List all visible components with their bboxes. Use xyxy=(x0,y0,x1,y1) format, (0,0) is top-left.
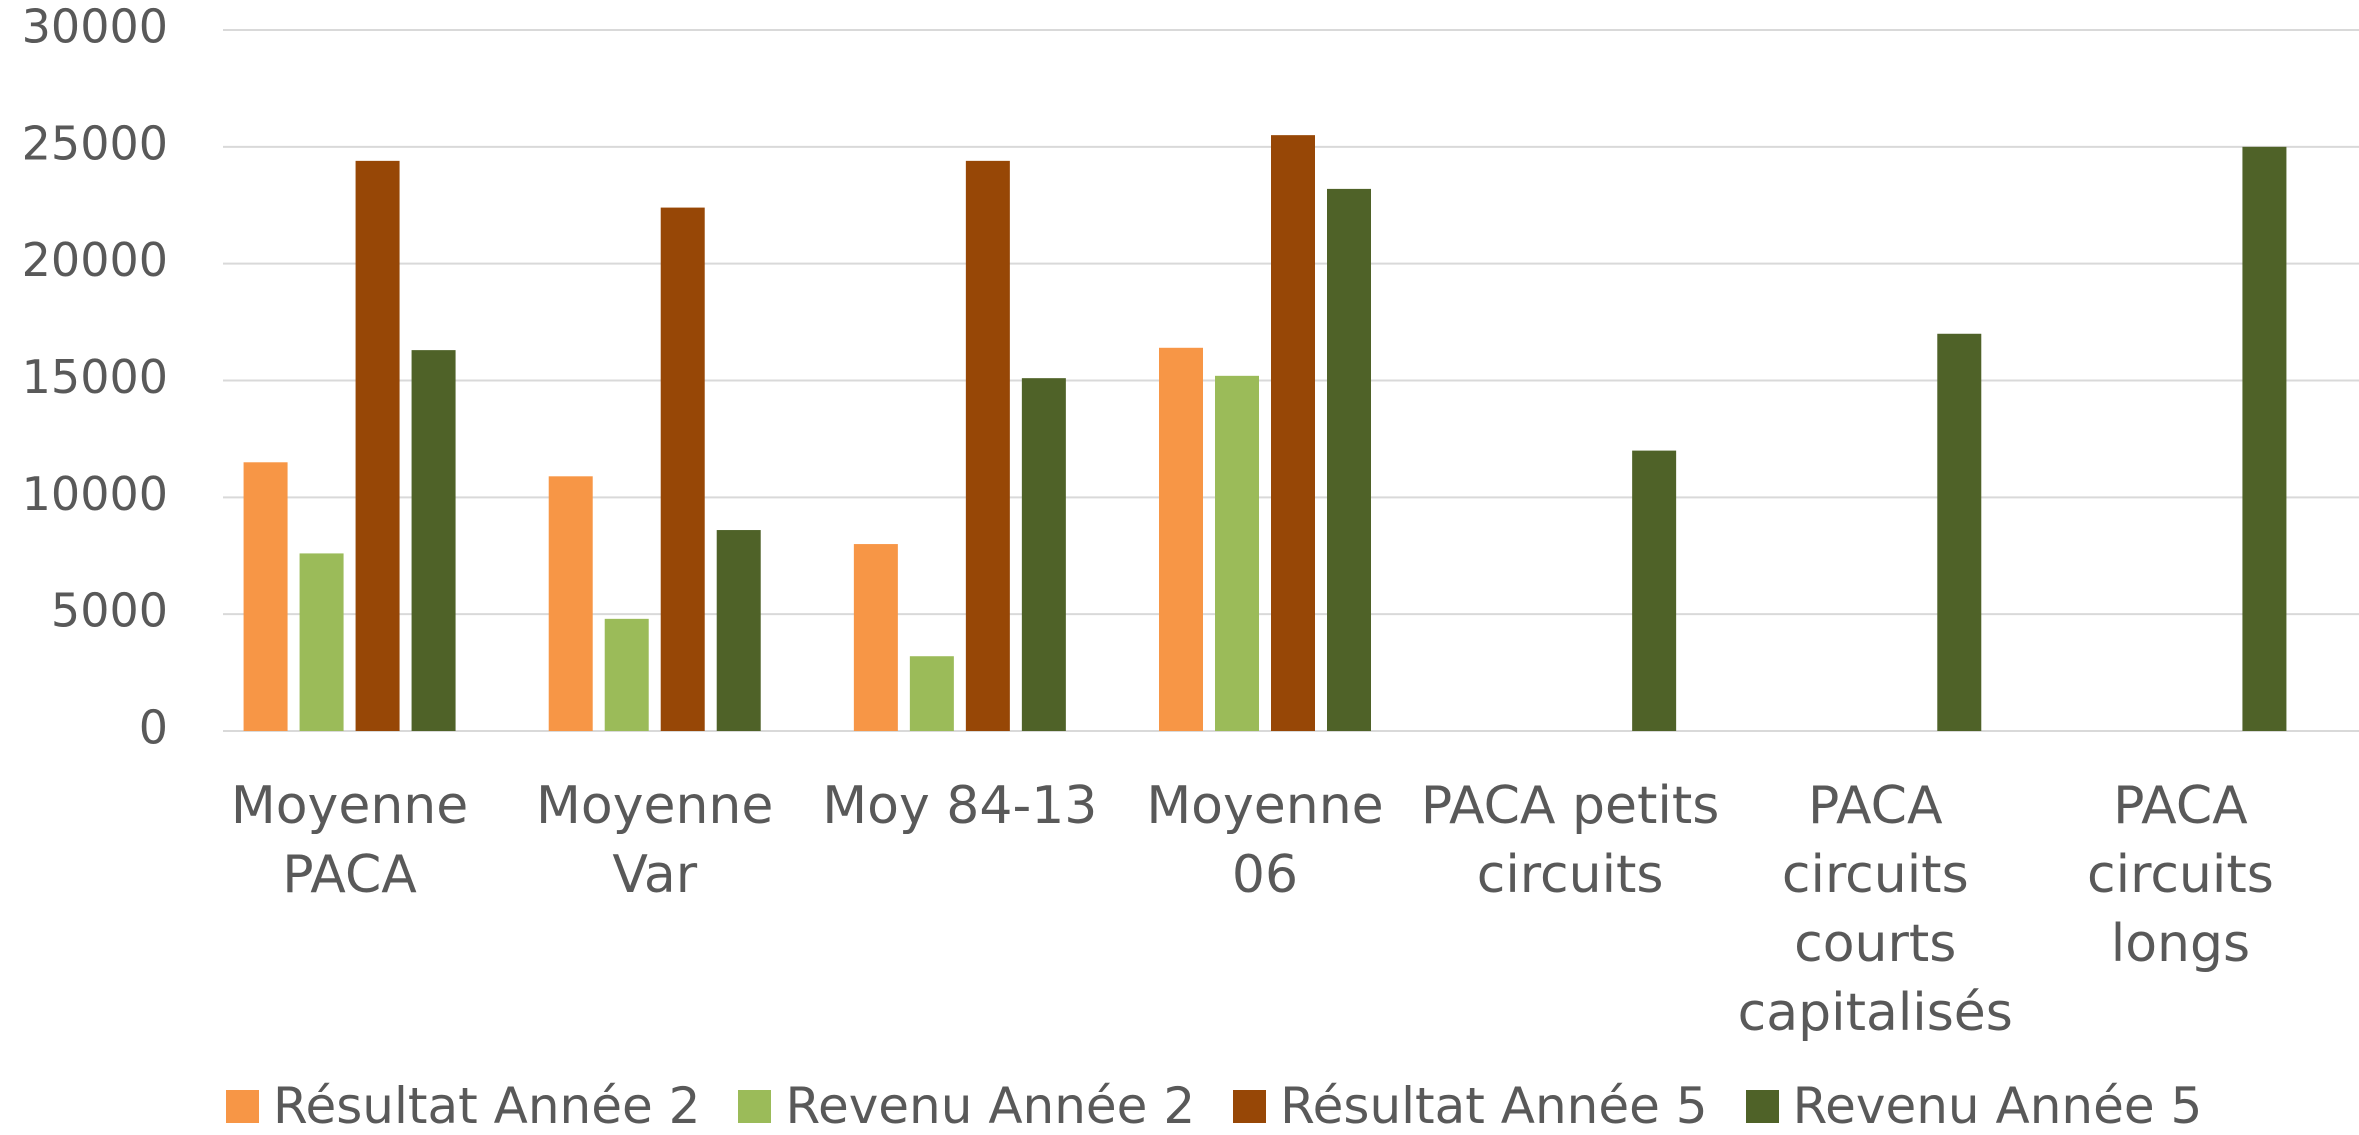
x-tick-label: Moy 84-13 xyxy=(822,776,1098,836)
x-tick-label: Moyenne Var xyxy=(536,776,774,905)
bar xyxy=(1021,378,1066,731)
x-tick-label: Moyenne PACA xyxy=(230,776,469,905)
bar xyxy=(1159,347,1203,731)
y-tick-label: 0 xyxy=(139,701,168,755)
bar xyxy=(853,544,898,731)
bar xyxy=(1937,333,1982,731)
x-tick-label: PACA circuits longs xyxy=(2087,776,2274,974)
bar xyxy=(411,350,456,731)
bar xyxy=(604,618,649,731)
legend-swatch xyxy=(1233,1089,1267,1123)
legend-item: Revenu Année 5 xyxy=(1745,1077,2203,1135)
legend-item: Résultat Année 2 xyxy=(226,1078,700,1134)
bar xyxy=(1327,188,1371,732)
bar xyxy=(2242,146,2287,732)
legend-label: Revenu Année 2 xyxy=(785,1077,1196,1135)
bar xyxy=(660,207,705,731)
legend-item: Revenu Année 2 xyxy=(738,1078,1195,1134)
bar xyxy=(548,476,593,731)
bar xyxy=(1632,450,1677,731)
x-tick-label: PACA circuits courts capitalisés xyxy=(1737,776,2013,1043)
bar xyxy=(965,160,1010,731)
legend-swatch xyxy=(226,1089,259,1123)
y-tick-label: 20000 xyxy=(22,233,168,287)
x-tick-label: Moyenne 06 xyxy=(1146,776,1384,905)
y-tick-label: 30000 xyxy=(22,0,168,54)
legend-item: Résultat Année 5 xyxy=(1233,1077,1708,1135)
legend-label: Résultat Année 2 xyxy=(273,1077,701,1135)
y-tick-label: 25000 xyxy=(22,116,168,170)
bar xyxy=(716,530,761,731)
y-tick-label: 5000 xyxy=(51,584,168,638)
y-tick-label: 15000 xyxy=(22,350,168,404)
legend-swatch xyxy=(738,1089,772,1123)
bar xyxy=(1215,375,1259,731)
legend: Résultat Année 2 Revenu Année 2 Résultat A… xyxy=(226,1078,2240,1134)
legend-swatch xyxy=(1745,1089,1779,1123)
bar xyxy=(355,160,400,731)
legend-label: Revenu Année 5 xyxy=(1792,1077,2203,1135)
bar xyxy=(909,656,954,731)
bar xyxy=(1271,135,1315,731)
bar xyxy=(299,553,344,731)
legend-label: Résultat Année 5 xyxy=(1280,1077,1708,1135)
bar xyxy=(243,462,288,731)
y-tick-label: 10000 xyxy=(22,467,168,521)
x-tick-label: PACA petits circuits xyxy=(1420,776,1720,905)
